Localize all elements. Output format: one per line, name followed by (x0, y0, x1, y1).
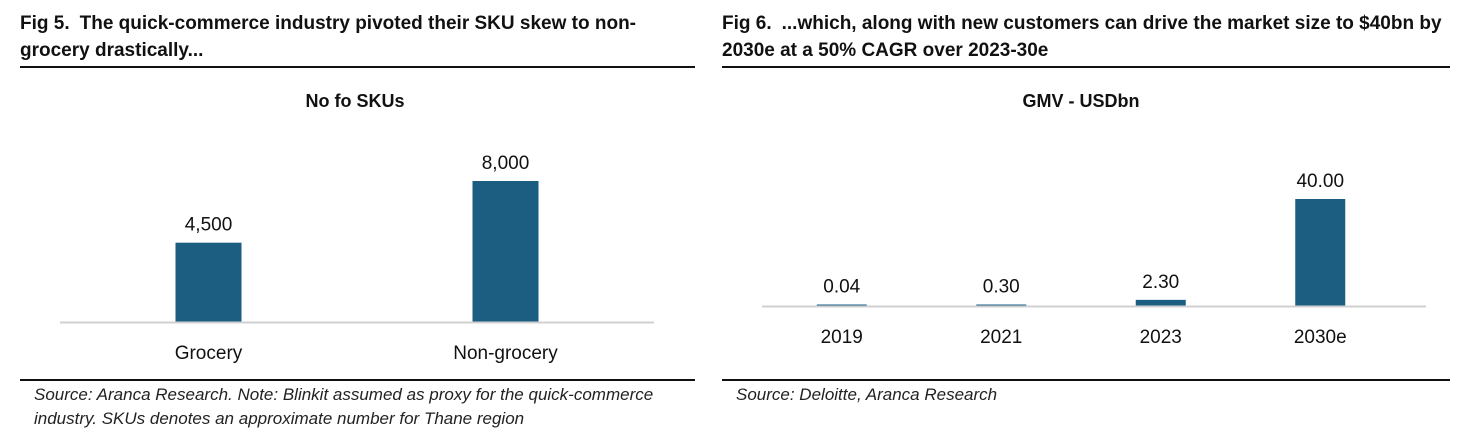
figure-5-number: Fig 5. (20, 13, 70, 34)
gmv-data-label: 0.30 (983, 277, 1020, 298)
gmv-category-label: 2023 (1140, 327, 1182, 348)
gmv-data-label: 2.30 (1142, 272, 1179, 293)
figure-5-source: Source: Aranca Research. Note: Blinkit a… (34, 385, 654, 428)
figure-6-source: Source: Deloitte, Aranca Research (736, 385, 998, 404)
figure-5-title-text: The quick-commerce industry pivoted thei… (20, 13, 636, 61)
gmv-data-label: 0.04 (823, 277, 860, 298)
gmv-category-label: 2019 (821, 327, 863, 348)
gmv-bar-2030e (1295, 199, 1346, 306)
figure-5-top-rule (20, 66, 695, 68)
figure-6-title-text: ...which, along with new customers can d… (722, 13, 1442, 61)
sku-bar-grocery (175, 242, 242, 322)
gmv-bar-2019 (816, 304, 867, 306)
sku-data-label: 4,500 (185, 215, 233, 236)
figure-6-bottom-rule (722, 379, 1450, 381)
gmv-bar-2021 (976, 304, 1027, 306)
figure-6-top-rule (722, 66, 1450, 68)
gmv-category-label: 2021 (980, 327, 1022, 348)
figure-6-panel: Fig 6. ...which, along with new customers… (722, 0, 1450, 435)
sku-bar-chart: No fo SKUs 4,500 Grocery 8,000 Non-grocery (60, 91, 654, 364)
sku-chart-title: No fo SKUs (306, 91, 405, 111)
sku-category-label: Non-grocery (453, 343, 558, 364)
gmv-chart-title: GMV - USDbn (1023, 91, 1140, 111)
sku-bar-non-grocery (472, 181, 539, 322)
gmv-bar-chart: GMV - USDbn 0.04 2019 0.30 2021 2.30 2023 40.00… (762, 91, 1426, 348)
sku-category-label: Grocery (175, 343, 243, 364)
figure-6-number: Fig 6. (722, 13, 772, 34)
figure-5-title: Fig 5. The quick-commerce industry pivote… (20, 10, 695, 64)
gmv-bar-2023 (1135, 299, 1186, 306)
sku-data-label: 8,000 (482, 153, 530, 174)
figure-6-title: Fig 6. ...which, along with new customers… (722, 10, 1450, 64)
gmv-data-label: 40.00 (1296, 171, 1344, 192)
figure-5-bottom-rule (20, 379, 695, 381)
figure-5-panel: Fig 5. The quick-commerce industry pivote… (20, 0, 695, 435)
gmv-category-label: 2030e (1294, 327, 1347, 348)
